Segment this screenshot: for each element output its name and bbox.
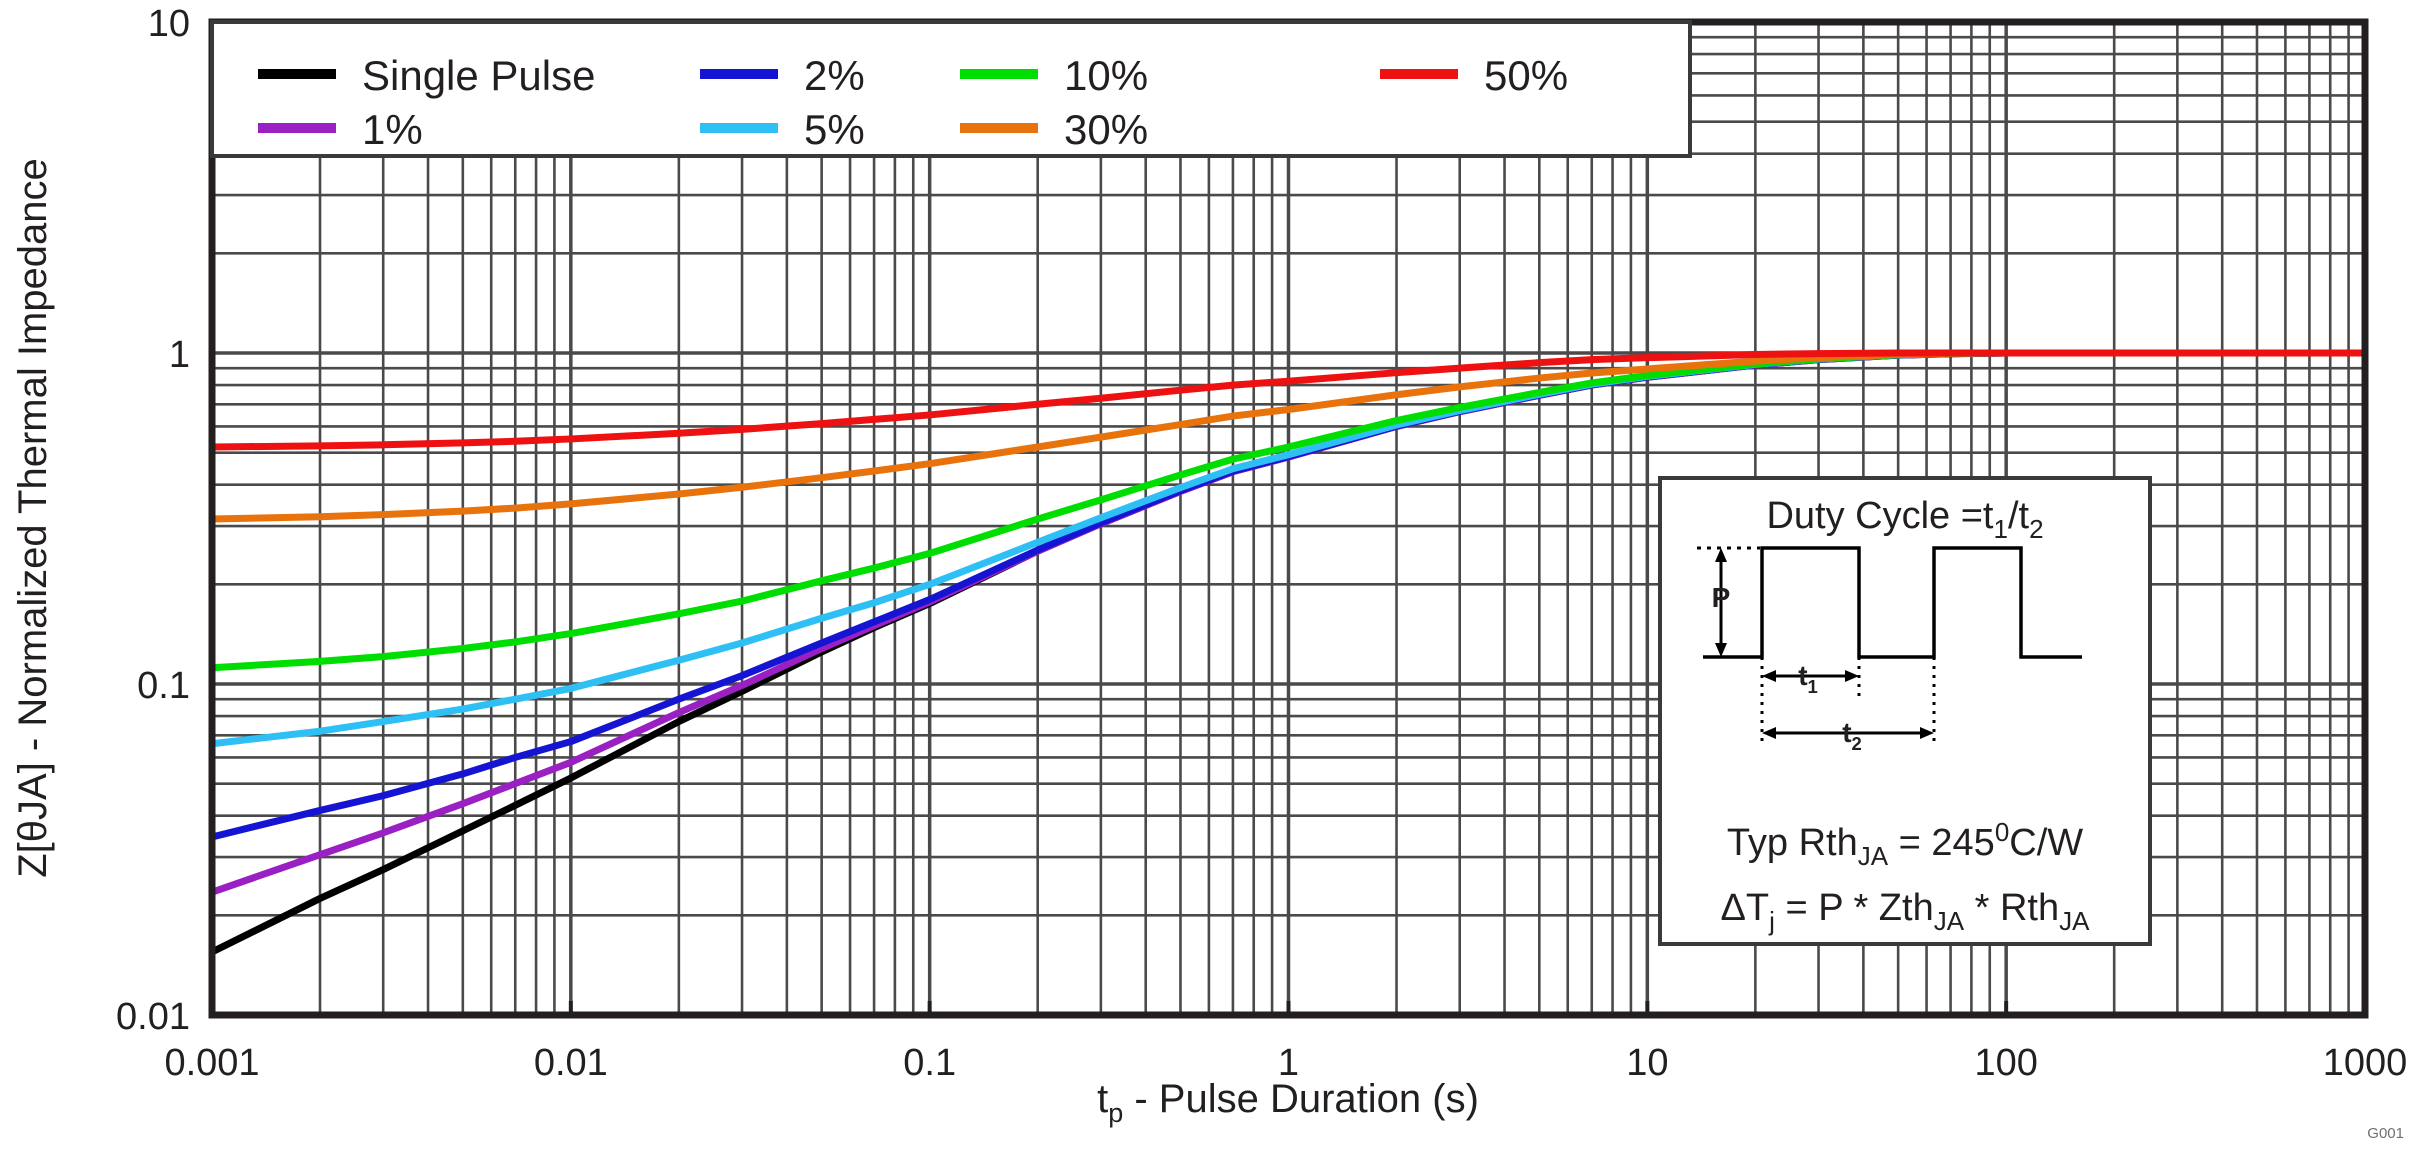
inset-formula-deltat: ΔTj = P * ZthJA * RthJA [1721,887,2091,936]
amplitude-label: P [1712,582,1731,613]
tick-marks [210,1001,2009,1015]
t1-arrow-head-left [1762,670,1776,682]
duty-cycle-inset: Duty Cycle =t1/t2 [1658,476,2152,946]
y-tick-label: 1 [169,334,190,376]
x-tick-label: 0.01 [534,1042,608,1084]
inset-box [1658,476,2152,946]
x-tick-label: 10 [1626,1042,1668,1084]
legend-label: 30% [1064,106,1148,153]
figure-id-label: G001 [2367,1125,2404,1142]
waveform-path [1703,546,2082,659]
legend-items: Single Pulse 2% 10% 50% 1% 5% 30% [258,52,1568,153]
t2-arrow-head-left [1762,727,1776,739]
x-tick-label: 0.001 [164,1042,259,1084]
amplitude-arrow-head-up [1715,548,1727,562]
x-tick-label: 1000 [2323,1042,2408,1084]
x-tick-label: 0.1 [903,1042,956,1084]
legend-label: Single Pulse [362,52,595,99]
y-tick-labels: 0.01 0.1 1 10 [116,3,190,1038]
inset-formula-rth: Typ RthJA = 2450C/W [1727,817,2083,871]
y-tick-label: 0.1 [137,665,190,707]
t1-label: t1 [1798,660,1818,697]
legend-label: 50% [1484,52,1568,99]
pulse-waveform-diagram [1697,546,2082,745]
curve-30 [211,349,2007,523]
curve-50 [211,349,2365,451]
legend-box [210,20,1692,158]
x-tick-labels: 0.001 0.01 0.1 1 10 100 1000 [164,1042,2407,1084]
t2-label: t2 [1842,717,1862,754]
legend: Single Pulse 2% 10% 50% 1% 5% 30% [210,20,1692,158]
x-tick-label: 100 [1974,1042,2037,1084]
amplitude-arrow-head-down [1715,643,1727,657]
legend-label: 5% [804,106,865,153]
curve-group [210,349,2365,956]
y-tick-label: 0.01 [116,996,190,1038]
legend-label: 10% [1064,52,1148,99]
inset-title: Duty Cycle =t1/t2 [1766,495,2043,544]
y-axis-title: Z[θJA] - Normalized Thermal Impedance [11,158,55,878]
x-axis-title: tp - Pulse Duration (s) [1097,1077,1479,1128]
x-tick-label: 1 [1278,1042,1299,1084]
t1-arrow-head-right [1845,670,1859,682]
legend-label: 1% [362,106,423,153]
t2-arrow-head-right [1920,727,1934,739]
y-tick-label: 10 [148,3,190,45]
legend-label: 2% [804,52,865,99]
